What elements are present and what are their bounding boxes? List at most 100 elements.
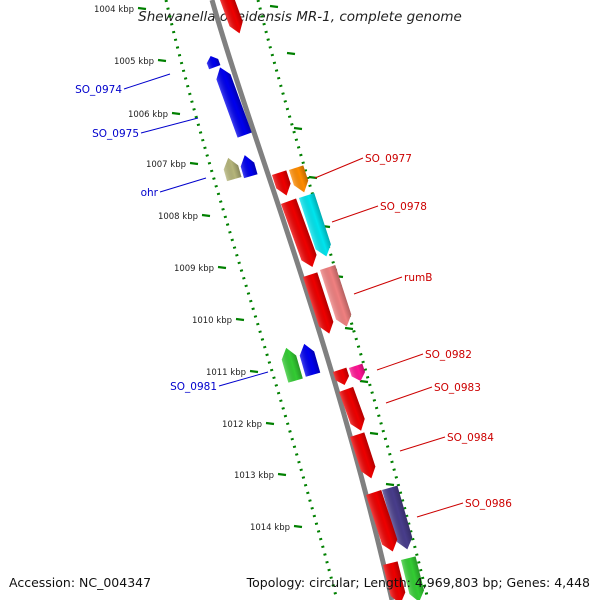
gene-arrow-shade <box>349 363 366 382</box>
feature-layer <box>205 0 426 600</box>
gene-arrow-shade <box>320 265 352 327</box>
kbp-tick-label: 1010 kbp <box>192 316 232 326</box>
gene-leader-line <box>218 371 269 387</box>
gene-leader-line <box>376 353 424 371</box>
gene-label-SO_0982[interactable]: SO_0982 <box>425 349 472 361</box>
gene-arrow-shade <box>281 198 317 268</box>
kbp-tick-mark <box>249 369 259 374</box>
gene-label-SO_0983[interactable]: SO_0983 <box>434 382 481 394</box>
gene-arrow-SO_0984[interactable] <box>350 432 378 480</box>
gene-label-SO_0975[interactable]: SO_0975 <box>92 128 139 140</box>
gene-arrow-ohr[interactable] <box>221 156 242 182</box>
gene-label-SO_0984[interactable]: SO_0984 <box>447 432 494 444</box>
gene-arrow-SO_0974[interactable] <box>205 54 221 70</box>
gene-arrow-shade <box>303 272 334 334</box>
genome-summary: Topology: circular; Length: 4,969,803 bp… <box>246 575 590 590</box>
gene-arrow-SO_0987-cds[interactable] <box>383 561 408 600</box>
gene-arrow-shade <box>206 55 221 70</box>
gene-leader-line <box>353 276 403 295</box>
gene-arrow-SO_0981-cds[interactable] <box>297 342 321 377</box>
gene-arrow-shade <box>223 157 242 182</box>
accession-text: Accession: NC_004347 <box>9 575 152 590</box>
kbp-tick-mark <box>265 421 275 426</box>
gene-label-SO_0981[interactable]: SO_0981 <box>170 381 217 393</box>
gene-arrow-shade <box>350 432 376 479</box>
gene-arrow-SO_0987[interactable] <box>401 556 426 600</box>
gene-arrow-SO_0981[interactable] <box>279 346 303 383</box>
kbp-tick-label: 1014 kbp <box>250 523 290 533</box>
kbp-tick-label: 1012 kbp <box>222 420 262 430</box>
kbp-tick-label: 1013 kbp <box>234 471 274 481</box>
gene-leader-line <box>416 502 464 518</box>
kbp-tick-mark <box>359 379 369 384</box>
gene-arrow-SO_0982[interactable] <box>349 363 367 384</box>
kbp-tick-mark <box>137 6 147 11</box>
gene-arrow-shade <box>299 343 321 377</box>
gene-arrow-SO_0983[interactable] <box>339 386 368 433</box>
gene-label-SO_0977[interactable]: SO_0977 <box>365 153 412 165</box>
kbp-tick-mark <box>235 317 245 322</box>
kbp-tick-mark <box>171 111 181 116</box>
gene-arrow-SO_0978[interactable] <box>299 193 334 259</box>
kbp-tick-label: 1007 kbp <box>146 160 186 170</box>
gene-label-ohr[interactable]: ohr <box>141 187 159 199</box>
gene-arrow-SO_0986-cds[interactable] <box>366 490 400 554</box>
kbp-tick-mark <box>385 482 395 487</box>
gene-leader-line <box>123 73 171 90</box>
gene-arrow-ohr-cds[interactable] <box>238 153 258 179</box>
gene-arrow-SO_0978-cds[interactable] <box>281 198 320 270</box>
gene-arrow-shade <box>281 347 303 383</box>
gene-arrow-shade <box>382 485 413 550</box>
gene-label-SO_0986[interactable]: SO_0986 <box>465 498 512 510</box>
kbp-tick-mark <box>189 161 199 166</box>
kbp-tick-label: 1005 kbp <box>114 57 154 67</box>
gene-leader-line <box>385 386 433 404</box>
kbp-tick-mark <box>293 524 303 529</box>
gene-arrow-shade <box>401 556 425 600</box>
gene-arrow-shade <box>216 67 252 138</box>
gene-leader-line <box>399 436 446 452</box>
gene-arrow-shade <box>240 155 258 179</box>
kbp-tick-label: 1006 kbp <box>128 110 168 120</box>
gene-arrow-shade <box>383 561 406 600</box>
gene-arrow-shade <box>289 165 309 193</box>
gene-arrow-shade <box>339 386 365 431</box>
gene-arrow-SO_0975[interactable] <box>213 65 252 138</box>
gene-arrow-rumB-cds[interactable] <box>303 272 336 336</box>
gene-leader-line <box>331 205 379 223</box>
kbp-tick-label: 1008 kbp <box>158 212 198 222</box>
gene-arrow-SO_0973[interactable] <box>220 0 246 36</box>
kbp-tick-mark <box>269 4 279 9</box>
gene-leader-line <box>314 157 364 179</box>
kbp-tick-mark <box>217 265 227 270</box>
backbone-layer <box>209 0 395 600</box>
gene-label-SO_0974[interactable]: SO_0974 <box>75 84 122 96</box>
gene-arrow-shade <box>220 0 243 34</box>
gene-arrow-shade <box>299 193 331 257</box>
kbp-tick-mark <box>286 51 296 56</box>
gene-leader-line <box>159 177 207 193</box>
gene-label-rumB[interactable]: rumB <box>404 272 432 284</box>
kbp-tick-mark <box>277 472 287 477</box>
gene-label-SO_0978[interactable]: SO_0978 <box>380 201 427 213</box>
gene-arrow-rumB[interactable] <box>320 265 354 329</box>
gene-arrow-SO_0977-cds[interactable] <box>272 170 294 197</box>
gene-arrow-SO_0982-cds[interactable] <box>333 367 351 388</box>
gene-arrow-shade <box>333 367 350 386</box>
kbp-tick-mark <box>293 126 303 131</box>
backbone-line <box>209 0 395 600</box>
kbp-tick-mark <box>344 326 354 331</box>
gene-arrow-SO_0986[interactable] <box>382 485 415 552</box>
kbp-tick-label: 1004 kbp <box>94 5 134 15</box>
kbp-tick-mark <box>201 213 211 218</box>
kbp-tick-mark <box>369 431 379 436</box>
kbp-tick-label: 1009 kbp <box>174 264 214 274</box>
gene-arrow-shade <box>272 170 291 196</box>
gene-arrow-SO_0977[interactable] <box>289 165 311 194</box>
gene-leader-line <box>140 117 199 134</box>
gene-arrow-shade <box>366 490 398 552</box>
kbp-tick-label: 1011 kbp <box>206 368 246 378</box>
kbp-tick-mark <box>157 58 167 63</box>
